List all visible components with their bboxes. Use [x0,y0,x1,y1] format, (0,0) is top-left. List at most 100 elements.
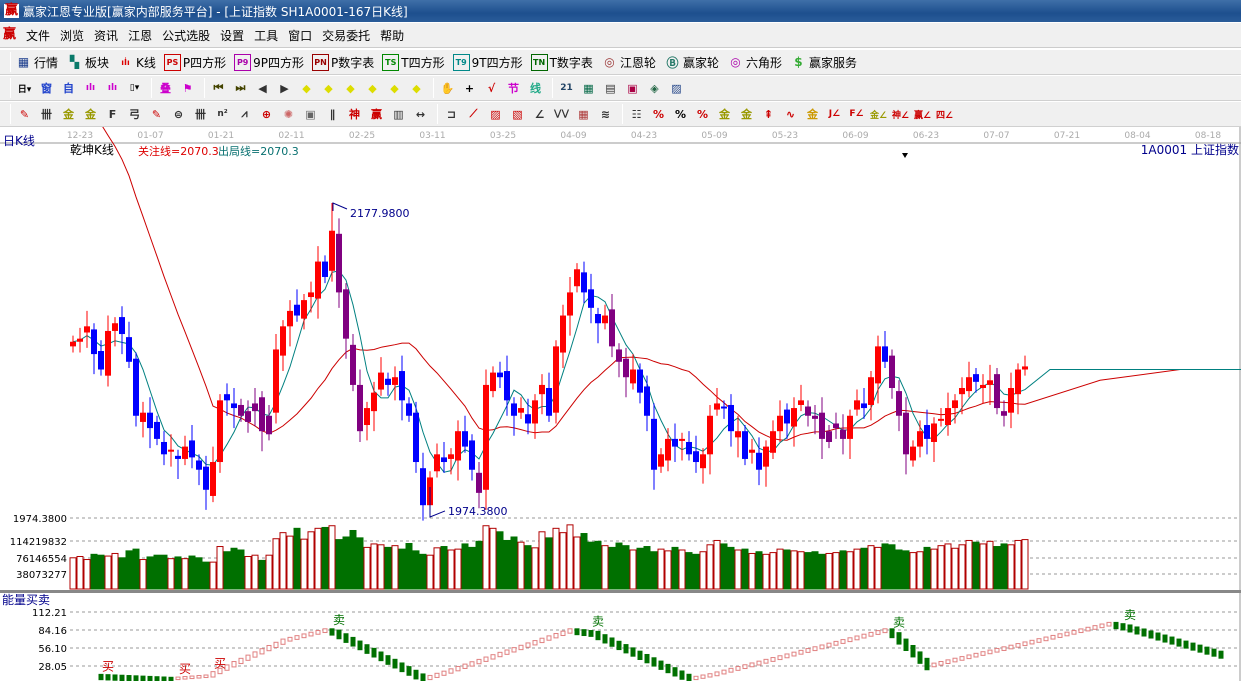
save-icon[interactable]: ▣ [627,81,638,95]
shen-icon[interactable]: 神 [349,108,360,121]
crosshair-icon[interactable]: + [464,81,475,95]
table-grid-icon[interactable]: ▦ [578,107,589,121]
period-day-dropdown-icon[interactable]: 日▾ [17,84,32,95]
toolbar-button-hexagon[interactable]: ◎ 六角形 [727,54,782,71]
four-angle-icon[interactable]: 四∠ [935,110,954,121]
menu-0[interactable]: 文件 [26,28,51,43]
hand-icon[interactable]: ✋ [440,81,455,95]
network-icon[interactable]: ◈ [650,81,659,95]
menu-6[interactable]: 工具 [254,28,279,43]
energy-bar-up [252,651,258,658]
custom-icon[interactable]: 自 [63,82,74,95]
shrink-h-icon[interactable]: ◆ [368,81,377,95]
percent-lines-icon[interactable]: % [696,107,709,121]
f-lines-icon[interactable]: F [108,107,117,121]
menu-8[interactable]: 交易委托 [322,28,371,43]
ying-icon[interactable]: 赢 [371,108,382,121]
pen-icon[interactable]: ✎ [19,107,30,121]
calculator-icon[interactable]: ▦ [583,81,594,95]
gann-square-icon[interactable]: ▧ [512,107,523,121]
zoom-left-icon[interactable]: ◆ [302,81,311,95]
vertex-icon[interactable]: √ [487,81,496,95]
spiral-icon[interactable]: 弓 [129,108,140,121]
expand-v-icon[interactable]: ◆ [412,81,421,95]
ruler-icon[interactable]: ☷ [631,107,642,121]
toolbar-button-ts[interactable]: TS T四方形 [382,53,445,71]
shen-angle-icon[interactable]: 神∠ [891,110,910,121]
print-icon[interactable]: ▨ [671,81,682,95]
calendar-icon[interactable]: 21 [560,83,573,93]
kline-chart[interactable]: 12-23 01-07 01-21 02-11 02-25 03-11 03-25 04-09… [0,63,1241,684]
notebook-icon[interactable]: ▤ [605,81,616,95]
gold-1-icon[interactable]: 金 [63,108,74,121]
angle-icon[interactable]: ∠ [534,107,545,121]
ying-angle-icon[interactable]: 赢∠ [913,110,932,121]
expand-all-icon[interactable]: ◆ [390,81,399,95]
toolbar-button-tn[interactable]: TN T数字表 [530,53,593,71]
toolbar-button-dollar[interactable]: $ 赢家服务 [790,54,857,71]
toolbar-button-pn[interactable]: PN P数字表 [312,53,374,71]
speed-fan-icon[interactable]: ⟋ [469,107,478,120]
expand-h-icon[interactable]: ◆ [346,81,355,95]
menu-1[interactable]: 浏览 [60,28,85,43]
right-arrow-icon[interactable]: ▶ [280,81,289,95]
gann-box-icon[interactable]: ▨ [490,107,501,121]
last-icon[interactable]: ⏭ [235,81,246,94]
j-angle-icon[interactable]: J∠ [828,109,841,119]
gold-2-icon[interactable]: 金 [85,108,96,121]
bars-3-icon[interactable]: ılı [85,83,96,93]
gold-angle-icon[interactable]: 金∠ [869,110,888,121]
flag-icon[interactable]: ⚑ [182,81,193,95]
fib-time-icon[interactable]: ▥ [393,107,404,121]
toolbar-button-kline[interactable]: ıİı K线 [117,54,156,71]
square-target-icon[interactable]: ▣ [305,107,316,121]
menu-9[interactable]: 帮助 [380,28,405,43]
toolbar-button-t9[interactable]: T9 9T四方形 [452,53,523,71]
bars-9-icon[interactable]: ılı [107,83,118,93]
sine-icon[interactable]: ∿ [785,107,796,121]
menu-2[interactable]: 资讯 [94,28,119,43]
n2-icon[interactable]: n² [217,109,228,119]
toolbar-button-quote-table[interactable]: ▦ 行情 [15,54,58,71]
node-icon[interactable]: 节 [508,82,519,95]
toolbar-button-ps[interactable]: PS P四方形 [163,53,226,71]
box-icon[interactable]: ⊐ [446,107,457,121]
chart-area[interactable]: 12-23 01-07 01-21 02-11 02-25 03-11 03-25 04-09… [0,63,1241,684]
parallel-icon[interactable]: ∥ [329,107,336,121]
left-arrow-icon[interactable]: ◀ [258,81,267,95]
menu-7[interactable]: 窗口 [288,28,313,43]
percent-fan-icon[interactable]: % [652,107,665,121]
menu-logo-icon[interactable]: 赢 [3,27,17,42]
gold-circle-icon[interactable]: 金 [719,108,730,121]
toolbar-button-p9[interactable]: P9 9P四方形 [234,53,304,71]
target-icon[interactable]: ⊕ [261,107,272,121]
width-icon[interactable]: ↔ [415,107,426,121]
grid-icon[interactable]: 卌 [41,108,52,121]
menu-5[interactable]: 设置 [220,28,245,43]
toolbar-button-gann-wheel[interactable]: ◎ 江恩轮 [601,54,656,71]
radial-icon[interactable]: ✺ [283,107,294,121]
wave-icon[interactable]: ⋁⋁ [553,109,570,119]
window-icon[interactable]: 窗 [41,82,52,95]
zoom-right-icon[interactable]: ◆ [324,81,333,95]
line-icon[interactable]: 线 [530,82,541,95]
toolbar-button-big-wheel[interactable]: Ⓑ 赢家轮 [664,54,719,71]
candle-dropdown-icon[interactable]: ▯▾ [129,83,140,93]
volume-bar [475,540,483,590]
stripes-icon[interactable]: ≋ [600,107,611,121]
brush-icon[interactable]: ⇞ [763,107,774,121]
first-icon[interactable]: ⏮ [213,81,224,94]
hash-icon[interactable]: 卌 [195,108,206,121]
menu-3[interactable]: 江恩 [128,28,153,43]
gold-bar-icon[interactable]: 金 [807,108,818,121]
fan-icon[interactable]: ⩘ [241,107,248,120]
menu-4[interactable]: 公式选股 [162,28,211,43]
percent-icon[interactable]: % [674,107,687,121]
toolbar-button-sector-blocks[interactable]: ▚ 板块 [66,54,109,71]
pen-grid-icon[interactable]: ✎ [151,107,162,121]
candle-body [154,421,160,439]
f-angle-icon[interactable]: F∠ [849,109,864,119]
gold-lines-icon[interactable]: 金 [741,108,752,121]
circle-grid-icon[interactable]: ⊜ [173,107,184,121]
overlay-icon[interactable]: 叠 [160,82,171,95]
